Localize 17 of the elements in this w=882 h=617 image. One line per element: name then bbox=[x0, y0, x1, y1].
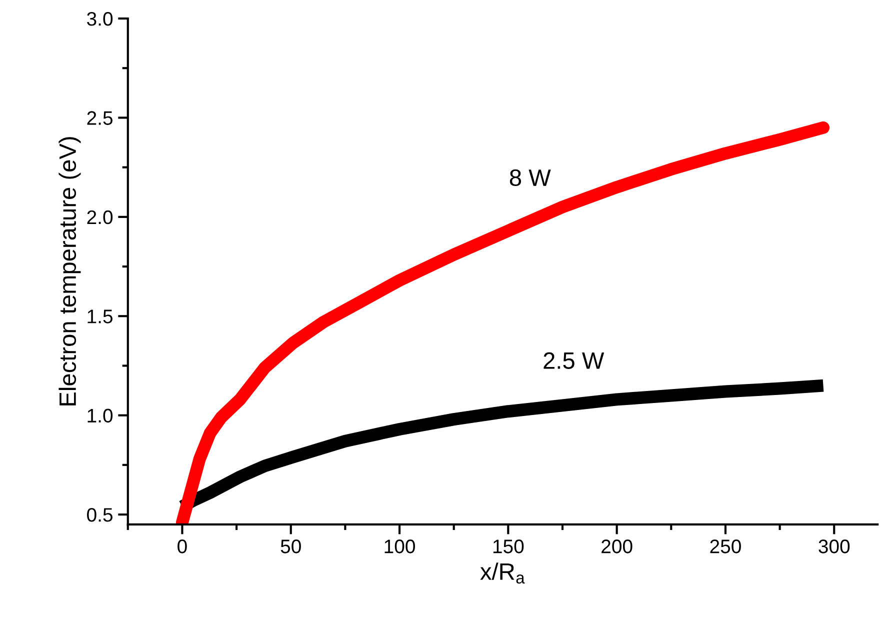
x-tick-label: 150 bbox=[493, 540, 524, 554]
x-tick-label: 100 bbox=[384, 540, 415, 554]
x-tick-label: 300 bbox=[818, 540, 850, 554]
y-axis-title: Electron temperature (eV) bbox=[58, 137, 81, 406]
x-axis-title: x/R$_{a}$ bbox=[480, 562, 525, 584]
x-tick-label: 200 bbox=[602, 540, 632, 554]
series-label: 8 W bbox=[510, 169, 551, 186]
y-tick-label: 1.5 bbox=[88, 310, 112, 324]
series-label: 2.5 W bbox=[544, 352, 604, 369]
y-tick-label: 0.5 bbox=[87, 508, 112, 522]
y-tick-label: 2.5 bbox=[87, 111, 112, 125]
x-tick-label: 0 bbox=[178, 540, 187, 554]
y-tick-label: 1.0 bbox=[88, 408, 113, 423]
x-tick-label: 250 bbox=[710, 540, 741, 554]
x-tick-label: 50 bbox=[280, 540, 301, 554]
y-tick-label: 3.0 bbox=[87, 12, 113, 26]
y-tick-label: 2.0 bbox=[87, 210, 113, 224]
